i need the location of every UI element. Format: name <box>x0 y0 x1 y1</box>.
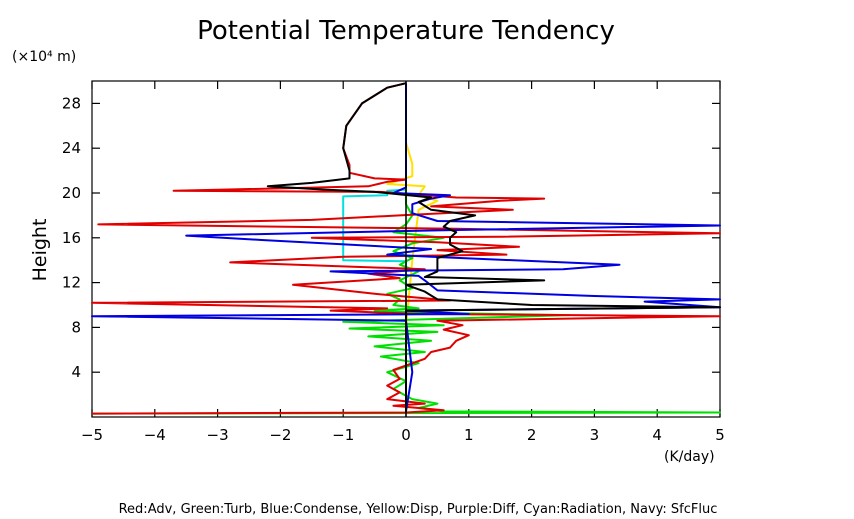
y-tick-label: 24 <box>62 139 81 157</box>
x-tick-label: 2 <box>527 426 537 444</box>
y-axis-unit: (×10⁴ m) <box>12 49 76 65</box>
series-line <box>266 82 721 413</box>
y-tick-label: 16 <box>62 229 81 247</box>
y-tick-label: 12 <box>62 274 81 292</box>
chart-title: Potential Temperature Tendency <box>197 16 615 46</box>
x-axis-ticks: −5 −4 −3 −2 −1 0 1 2 3 4 5 <box>81 81 725 444</box>
x-tick-label: 0 <box>401 426 411 444</box>
series-layer <box>91 82 721 415</box>
x-tick-label: −5 <box>81 426 103 444</box>
y-axis-label: Height <box>29 219 51 282</box>
x-axis-unit: (K/day) <box>664 449 715 465</box>
x-tick-label: −3 <box>207 426 229 444</box>
x-tick-label: 4 <box>652 426 662 444</box>
y-axis-ticks: 4 8 12 16 20 24 28 <box>62 94 720 381</box>
y-tick-label: 20 <box>62 184 81 202</box>
y-tick-label: 28 <box>62 94 81 112</box>
x-tick-label: −2 <box>269 426 291 444</box>
x-tick-label: −1 <box>332 426 354 444</box>
x-tick-label: 3 <box>590 426 600 444</box>
y-tick-label: 4 <box>71 363 81 381</box>
x-tick-label: −4 <box>144 426 166 444</box>
y-tick-label: 8 <box>71 318 81 336</box>
series-line <box>91 82 721 415</box>
x-tick-label: 5 <box>715 426 725 444</box>
x-tick-label: 1 <box>464 426 474 444</box>
series-legend: Red:Adv, Green:Turb, Blue:Condense, Yell… <box>119 502 718 517</box>
